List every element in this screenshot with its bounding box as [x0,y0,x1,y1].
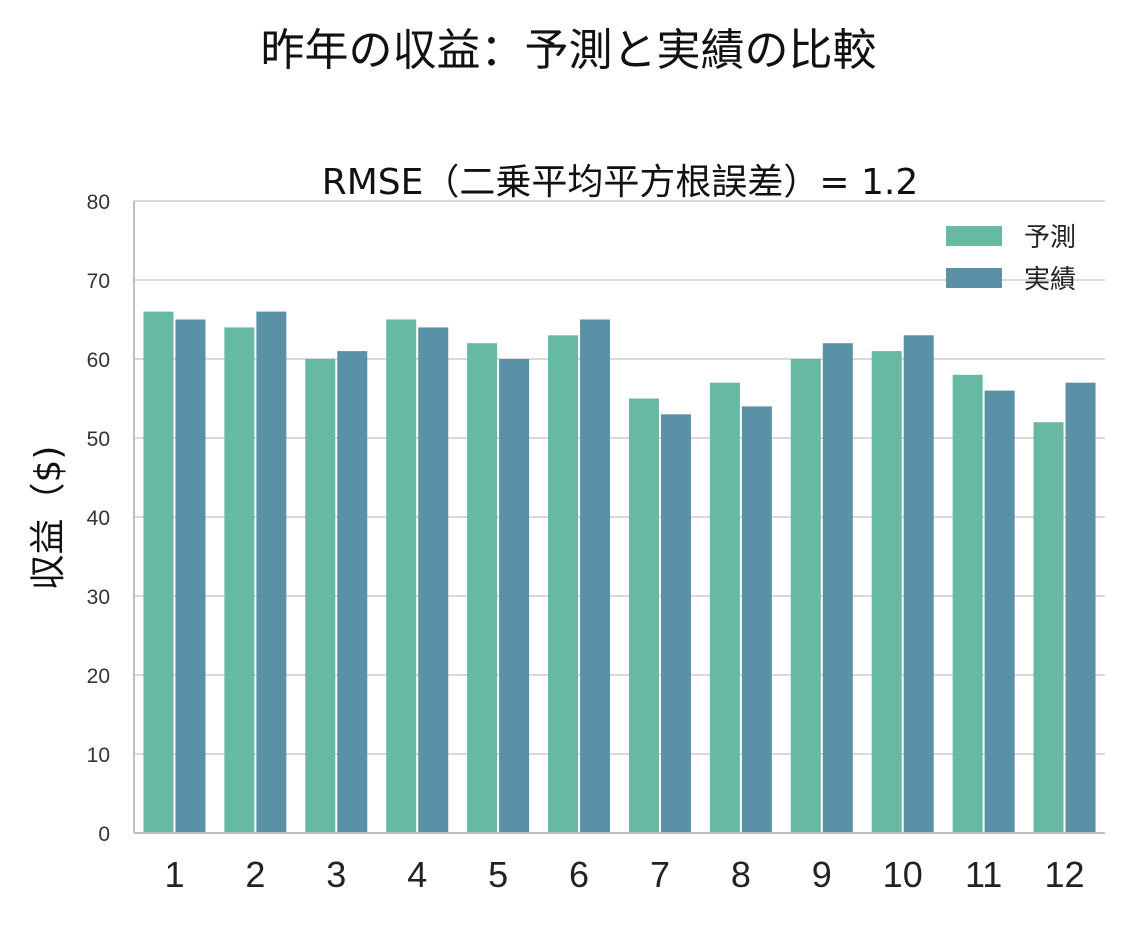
bar-actual [256,311,287,834]
bar-forecast [224,327,255,833]
y-tick-label: 40 [87,507,110,530]
bar-forecast [790,359,821,833]
bar-forecast [143,311,174,834]
x-tick-label: 9 [812,854,832,895]
bar-actual [499,359,530,833]
x-tick-label: 5 [488,854,508,895]
y-axis-ticks: 0 10 20 30 40 50 60 70 80 [87,191,110,846]
bar-actual [660,414,691,833]
bar-actual [337,351,368,833]
bar-forecast [467,343,498,833]
grid-lines [134,200,1105,755]
bar-forecast [1033,422,1064,833]
bar-forecast [386,319,417,833]
bar-actual [580,319,611,833]
x-tick-label: 8 [731,854,751,895]
bar-forecast [548,335,579,833]
bar-actual [822,343,853,833]
y-axis-label: 収益（$) [28,446,69,591]
bar-actual [984,390,1015,833]
x-tick-label: 4 [407,854,427,895]
x-tick-label: 11 [965,854,1002,895]
x-tick-label: 1 [164,854,184,895]
y-tick-label: 70 [87,270,110,293]
y-tick-label: 30 [87,586,110,609]
legend-label: 予測 [1024,223,1076,253]
bar-forecast [709,382,740,833]
x-tick-label: 2 [245,854,265,895]
x-tick-label: 7 [650,854,670,895]
bars [143,311,1096,834]
bar-forecast [952,374,983,833]
bar-actual [418,327,449,833]
y-tick-label: 60 [87,349,110,372]
y-tick-label: 50 [87,428,110,451]
legend-swatch [946,268,1002,288]
y-tick-label: 20 [87,665,110,688]
x-tick-label: 12 [1045,854,1085,895]
x-tick-label: 6 [569,854,589,895]
chart-subtitle: RMSE（二乗平均平方根誤差）= 1.2 [322,162,919,203]
chart-title: 昨年の収益：予測と実績の比較 [260,25,877,76]
x-axis-ticks: 1 2 3 4 5 6 7 8 9 10 11 12 [164,854,1084,895]
legend-swatch [946,226,1002,246]
bar-actual [1065,382,1096,833]
bar-actual [741,406,772,833]
bar-actual [903,335,934,833]
x-tick-label: 3 [326,854,346,895]
legend-label: 実績 [1024,265,1076,295]
bar-forecast [305,359,336,833]
y-tick-label: 80 [87,191,110,214]
y-tick-label: 0 [98,823,110,846]
bar-forecast [628,398,659,833]
x-tick-label: 10 [883,854,923,895]
y-tick-label: 10 [87,744,110,767]
bar-actual [175,319,206,833]
bar-forecast [871,351,902,833]
